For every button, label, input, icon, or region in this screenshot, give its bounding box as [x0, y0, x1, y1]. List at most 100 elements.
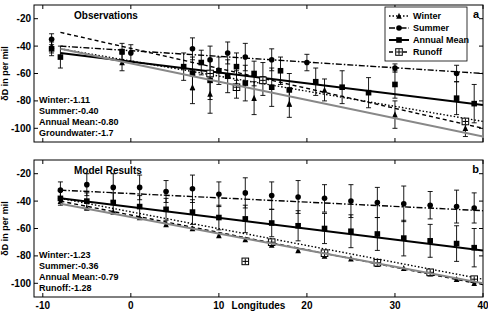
- error-bar: [190, 38, 195, 60]
- legend-marker: [396, 49, 403, 56]
- y-tick-label: -60: [17, 223, 32, 234]
- annotation: Annual Mean:-0.79: [39, 272, 119, 282]
- marker: [49, 46, 55, 52]
- marker: [137, 185, 143, 191]
- marker: [269, 84, 275, 90]
- error-bar: [243, 205, 248, 232]
- error-bar: [322, 79, 327, 101]
- marker: [110, 185, 116, 191]
- marker: [190, 209, 196, 215]
- legend-marker: [396, 13, 402, 19]
- x-tick: [306, 5, 307, 142]
- marker-cross: [463, 119, 469, 125]
- error-bar: [322, 213, 327, 243]
- panel: -10010203040-20-40-60-80-100δD in per mi…: [0, 160, 488, 311]
- plot-frame: [34, 5, 483, 142]
- series: [60, 204, 483, 283]
- marker: [392, 82, 398, 88]
- marker-box: [207, 70, 214, 77]
- marker-cross: [242, 259, 248, 265]
- fit-line: [60, 201, 483, 285]
- legend-label: Runoff: [413, 47, 443, 57]
- data-area: [58, 174, 483, 286]
- legend-box: [385, 7, 467, 61]
- marker: [242, 190, 248, 196]
- y-axis-label: δD in per mil: [0, 201, 10, 255]
- annotation: Runoff:-1.28: [39, 283, 92, 293]
- error-bar: [340, 71, 345, 104]
- error-bar: [401, 220, 406, 256]
- fit-line: [60, 204, 483, 283]
- marker: [463, 125, 469, 131]
- error-bar: [252, 82, 257, 115]
- marker: [260, 77, 267, 84]
- error-bar: [296, 181, 301, 214]
- x-tick-label: 30: [389, 300, 401, 311]
- marker: [110, 200, 116, 206]
- error-bar: [348, 185, 353, 218]
- legend-label: Summer: [413, 23, 450, 33]
- marker: [366, 90, 372, 96]
- marker: [454, 71, 460, 77]
- marker: [269, 193, 275, 199]
- marker: [84, 182, 90, 188]
- marker: [163, 207, 169, 213]
- legend-label: Winter: [413, 11, 441, 21]
- marker: [251, 95, 257, 101]
- marker: [119, 49, 125, 55]
- error-bar: [269, 49, 274, 71]
- error-bar: [269, 68, 274, 106]
- marker: [471, 101, 477, 107]
- fit-line: [60, 49, 483, 137]
- error-bar: [313, 68, 318, 95]
- x-tick: [130, 160, 131, 297]
- series: [58, 192, 483, 267]
- marker: [49, 36, 55, 42]
- error-bar: [428, 192, 433, 219]
- marker: [163, 189, 169, 195]
- y-tick: [34, 283, 483, 284]
- y-tick-label: -40: [17, 196, 32, 207]
- error-bar: [216, 205, 221, 230]
- x-tick-label: 20: [301, 300, 313, 311]
- marker: [454, 241, 460, 247]
- marker: [427, 238, 433, 244]
- marker: [471, 245, 477, 251]
- plot-frame: [34, 160, 483, 297]
- error-bar: [454, 65, 459, 81]
- marker: [242, 258, 249, 265]
- y-tick-label: -60: [17, 68, 32, 79]
- annotation: Annual Mean:-0.80: [39, 117, 119, 127]
- error-bar: [375, 218, 380, 251]
- marker: [225, 50, 231, 56]
- marker: [427, 202, 433, 208]
- annotation: Groundwater:-1.7: [39, 128, 114, 138]
- y-tick: [34, 255, 483, 256]
- marker: [216, 191, 222, 197]
- error-bar: [243, 65, 248, 101]
- marker: [401, 201, 407, 207]
- error-bar: [243, 178, 248, 208]
- error-bar: [392, 71, 397, 98]
- marker: [304, 60, 310, 66]
- panel-label: b: [472, 163, 479, 175]
- figure: -20-40-60-80-100δD in per milObservation…: [0, 0, 488, 317]
- series: [60, 49, 483, 137]
- marker: [462, 118, 469, 125]
- marker: [348, 198, 354, 204]
- marker-box: [462, 118, 469, 125]
- error-bar: [111, 193, 116, 212]
- marker: [392, 111, 398, 117]
- series: [60, 32, 483, 128]
- x-tick-label: -10: [36, 300, 51, 311]
- marker: [454, 95, 460, 101]
- error-bar: [164, 198, 169, 220]
- marker: [278, 68, 284, 74]
- error-bar: [269, 182, 274, 209]
- marker: [269, 57, 275, 63]
- y-tick-label: -20: [17, 168, 32, 179]
- error-bar: [181, 53, 186, 80]
- marker: [392, 65, 398, 71]
- series: [60, 201, 483, 285]
- marker: [242, 54, 248, 60]
